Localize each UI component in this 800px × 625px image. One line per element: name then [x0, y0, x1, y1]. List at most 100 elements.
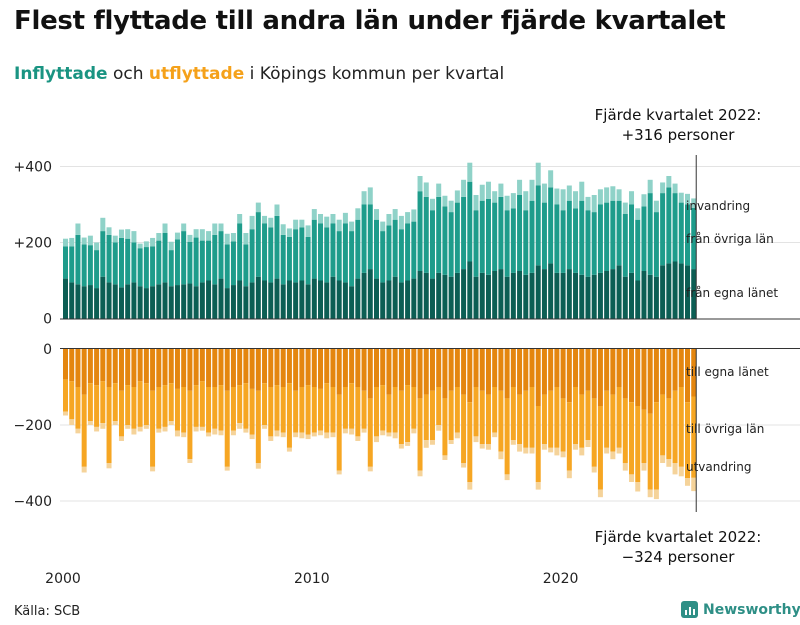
bar-in-abroad [647, 179, 653, 194]
bar-in-abroad [548, 170, 554, 188]
bar-in-other [94, 250, 100, 289]
bar-out-abroad [585, 440, 591, 448]
bar-out-other [324, 383, 330, 433]
bar-in-other [641, 206, 647, 271]
bar-out-abroad [411, 428, 417, 434]
bar-out-own [112, 349, 118, 384]
bar-out-other [87, 383, 93, 422]
bar-in-abroad [330, 214, 336, 224]
bar-in-own [504, 276, 510, 319]
bar-out-abroad [448, 440, 454, 444]
bar-in-abroad [653, 200, 659, 213]
bar-out-abroad [467, 482, 473, 490]
bar-in-other [230, 241, 236, 286]
bar-out-own [666, 349, 672, 399]
bar-in-abroad [293, 219, 299, 230]
bar-out-own [280, 349, 286, 387]
bar-in-abroad [629, 191, 635, 205]
bar-in-own [405, 280, 411, 319]
bar-out-other [573, 387, 579, 444]
bar-in-other [573, 208, 579, 273]
bar-out-own [162, 349, 168, 386]
bar-out-abroad [181, 432, 187, 438]
bar-in-abroad [591, 195, 597, 213]
bar-in-own [286, 280, 292, 319]
bar-in-other [635, 219, 641, 281]
bar-out-other [492, 387, 498, 433]
bar-out-other [212, 387, 218, 429]
bar-in-own [299, 280, 305, 319]
bar-out-abroad [330, 432, 336, 438]
bar-out-abroad [417, 470, 423, 477]
bar-out-abroad [255, 463, 261, 469]
bar-out-other [374, 387, 379, 437]
bar-out-other [398, 390, 404, 444]
bar-out-other [591, 398, 597, 467]
bar-in-abroad [249, 215, 255, 230]
bar-out-other [672, 390, 678, 463]
bar-in-other [143, 247, 149, 289]
y-tick-label-out: 0 [43, 342, 52, 358]
bar-in-abroad [660, 182, 666, 194]
bar-out-other [293, 390, 299, 433]
bar-out-own [610, 349, 616, 395]
bar-in-own [585, 276, 591, 319]
bar-out-own [187, 349, 193, 391]
bar-out-own [498, 349, 504, 391]
bar-out-own [168, 349, 174, 384]
bar-out-own [591, 349, 597, 399]
bar-in-own [411, 278, 417, 319]
bar-in-own [262, 280, 268, 319]
bar-out-abroad [610, 451, 616, 460]
bar-in-own [81, 286, 87, 319]
bar-in-other [224, 244, 230, 289]
bar-in-other [305, 236, 311, 285]
bar-out-other [280, 387, 286, 433]
bar-out-other [237, 385, 243, 424]
bar-out-own [647, 349, 653, 414]
bar-out-own [398, 349, 404, 391]
bar-in-other [653, 212, 659, 277]
bar-in-own [597, 272, 603, 319]
bar-in-own [224, 288, 230, 319]
bar-in-other [255, 212, 261, 277]
bar-out-abroad [100, 423, 106, 429]
bar-out-abroad [548, 447, 554, 453]
bar-out-other [361, 390, 367, 429]
bar-out-other [174, 388, 180, 431]
bar-out-other [641, 409, 647, 463]
bar-out-abroad [386, 432, 392, 437]
bar-out-other [691, 396, 697, 478]
bar-out-own [237, 349, 243, 386]
bar-in-own [548, 263, 554, 319]
bar-out-own [374, 349, 379, 387]
bar-out-other [566, 402, 572, 471]
bar-out-other [100, 381, 106, 424]
bar-in-own [498, 269, 504, 319]
bar-out-own [361, 349, 367, 391]
bar-out-own [622, 349, 628, 399]
bar-out-own [342, 349, 348, 387]
bar-out-other [168, 383, 174, 422]
bar-in-own [118, 287, 124, 319]
bar-in-other [616, 200, 622, 266]
bar-out-abroad [212, 428, 218, 435]
bar-in-own [318, 280, 324, 319]
bar-out-own [535, 349, 541, 406]
bar-out-other [206, 387, 212, 433]
bar-out-own [485, 349, 491, 395]
bar-out-own [143, 349, 149, 384]
bar-in-other [411, 221, 417, 279]
bar-out-abroad [510, 440, 516, 445]
bar-out-other [635, 406, 641, 482]
bar-out-own [305, 349, 311, 386]
subtitle-rest: i Köpings kommun per kvartal [249, 64, 505, 84]
bar-in-own [75, 284, 81, 319]
bar-in-own [629, 272, 635, 319]
bar-out-own [417, 349, 423, 399]
bar-out-other [517, 394, 523, 444]
bar-in-own [206, 280, 212, 319]
bar-in-own [187, 283, 193, 319]
bar-out-own [224, 349, 230, 391]
bar-in-abroad [168, 241, 174, 251]
